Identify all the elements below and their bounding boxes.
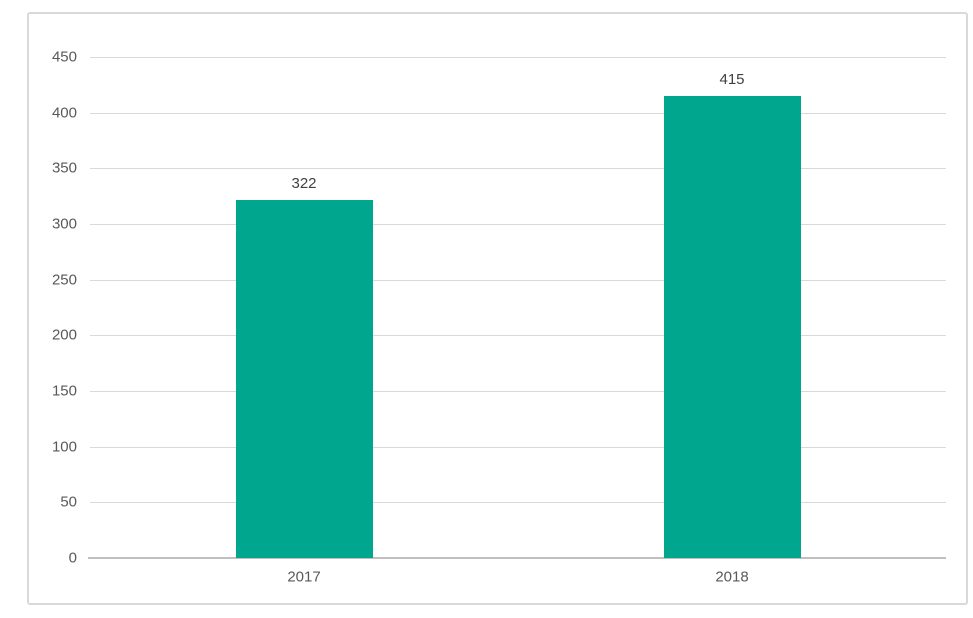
y-axis-label: 450 [51, 48, 77, 66]
plot-area: 322 2017 415 2018 [88, 57, 946, 586]
gridline [90, 112, 946, 114]
bar [663, 95, 801, 558]
gridline [90, 502, 946, 504]
bar-value-label: 415 [719, 70, 745, 88]
gridline [90, 224, 946, 225]
y-axis-label: 300 [51, 215, 77, 233]
y-axis-label: 250 [51, 271, 77, 289]
y-axis-label: 400 [51, 104, 77, 122]
gridline [90, 168, 946, 170]
x-axis-line [88, 557, 946, 559]
bar [235, 199, 373, 558]
gridline [90, 57, 946, 58]
bar-value-label: 322 [291, 174, 317, 192]
gridline [90, 279, 946, 281]
x-axis-label: 2017 [287, 568, 321, 586]
gridline [90, 446, 946, 448]
y-axis-label: 100 [51, 438, 77, 456]
y-axis-label: 50 [60, 493, 77, 511]
y-axis-label: 350 [51, 159, 77, 177]
gridline [90, 335, 946, 337]
y-axis-label: 150 [51, 382, 77, 400]
y-axis-label: 200 [51, 326, 77, 344]
bar-chart: 322 2017 415 2018 0 50 100 150 200 250 300 350 400 4… [27, 12, 968, 605]
y-axis-label: 0 [68, 549, 77, 567]
x-axis-label: 2018 [715, 568, 749, 586]
gridline [90, 391, 946, 392]
